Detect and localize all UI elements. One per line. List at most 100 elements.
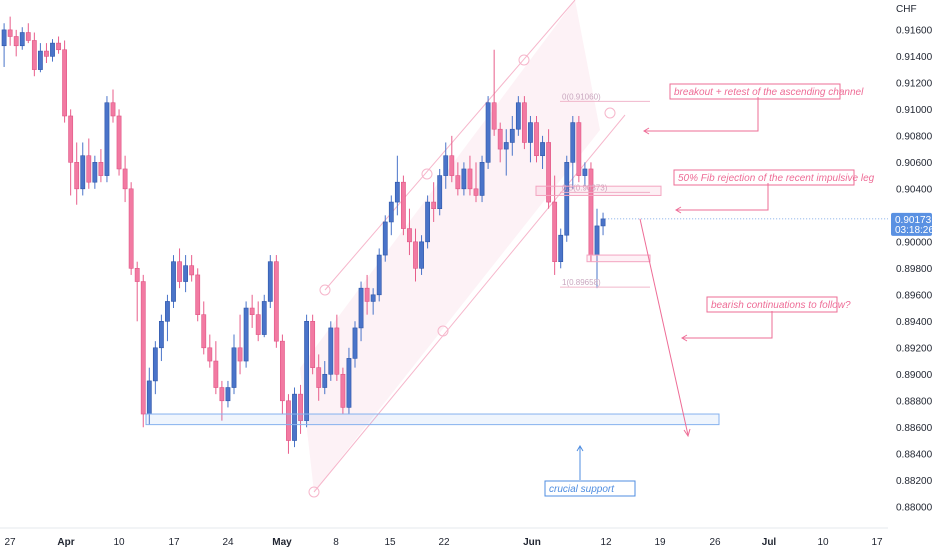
candle[interactable] xyxy=(467,155,473,196)
candle[interactable] xyxy=(128,182,134,275)
candle[interactable] xyxy=(346,347,352,415)
candle[interactable] xyxy=(189,255,195,282)
candle[interactable] xyxy=(80,142,86,196)
candle[interactable] xyxy=(255,301,261,342)
candle[interactable] xyxy=(152,341,158,395)
candle[interactable] xyxy=(68,109,74,196)
candle[interactable] xyxy=(195,268,201,322)
candle[interactable] xyxy=(400,175,406,236)
candle[interactable] xyxy=(509,115,515,156)
candle[interactable] xyxy=(116,109,122,176)
candle[interactable] xyxy=(261,294,267,338)
candle[interactable] xyxy=(44,43,49,63)
candle[interactable] xyxy=(491,49,497,136)
candle[interactable] xyxy=(92,155,98,189)
candle[interactable] xyxy=(249,294,255,328)
candle[interactable] xyxy=(140,274,146,428)
candle[interactable] xyxy=(279,334,285,415)
candle[interactable] xyxy=(528,115,533,163)
candle[interactable] xyxy=(31,32,37,77)
candle[interactable] xyxy=(183,255,188,293)
candle[interactable] xyxy=(479,155,485,203)
candle[interactable] xyxy=(388,195,394,236)
candle[interactable] xyxy=(570,115,576,189)
candle[interactable] xyxy=(352,321,358,368)
candle[interactable] xyxy=(534,115,539,163)
candle[interactable] xyxy=(86,138,92,189)
candle[interactable] xyxy=(104,96,110,183)
candle[interactable] xyxy=(594,208,600,289)
candle[interactable] xyxy=(159,314,164,362)
candle[interactable] xyxy=(461,162,467,196)
candle[interactable] xyxy=(50,39,55,62)
candle[interactable] xyxy=(98,149,104,183)
candle[interactable] xyxy=(340,367,346,415)
candle[interactable] xyxy=(552,175,558,275)
candle[interactable] xyxy=(364,274,370,315)
candle[interactable] xyxy=(177,248,182,289)
candle[interactable] xyxy=(298,384,303,434)
candle[interactable] xyxy=(165,294,170,342)
candle[interactable] xyxy=(473,162,479,203)
candle[interactable] xyxy=(600,212,606,236)
candle[interactable] xyxy=(237,314,243,375)
candle[interactable] xyxy=(62,40,67,123)
bearish-candle-body xyxy=(455,175,461,190)
candle[interactable] xyxy=(110,89,116,123)
candle[interactable] xyxy=(122,155,128,203)
candle[interactable] xyxy=(231,334,237,395)
candle[interactable] xyxy=(376,248,382,302)
candle[interactable] xyxy=(134,261,140,322)
candle[interactable] xyxy=(292,387,297,448)
candle[interactable] xyxy=(358,281,364,342)
candle[interactable] xyxy=(407,208,412,256)
candle[interactable] xyxy=(449,135,455,183)
candle[interactable] xyxy=(25,23,31,44)
candle[interactable] xyxy=(328,321,334,381)
candle[interactable] xyxy=(322,361,328,395)
candle[interactable] xyxy=(304,314,309,428)
candle[interactable] xyxy=(19,27,25,50)
candle[interactable] xyxy=(225,380,231,408)
candle[interactable] xyxy=(485,96,491,169)
candle[interactable] xyxy=(316,354,322,401)
candle[interactable] xyxy=(394,155,400,216)
candle[interactable] xyxy=(267,255,273,309)
candle[interactable] xyxy=(207,334,213,368)
candle[interactable] xyxy=(310,314,316,375)
candle[interactable] xyxy=(201,301,207,355)
candle[interactable] xyxy=(540,135,545,169)
candle[interactable] xyxy=(1,23,7,67)
candle[interactable] xyxy=(455,162,461,196)
candle[interactable] xyxy=(425,195,430,249)
candle[interactable] xyxy=(171,255,176,309)
candle[interactable] xyxy=(576,115,582,183)
candle[interactable] xyxy=(37,43,43,73)
candles-layer[interactable] xyxy=(1,16,606,454)
candle[interactable] xyxy=(503,129,509,176)
candle[interactable] xyxy=(497,122,503,163)
candle[interactable] xyxy=(582,162,588,187)
candle[interactable] xyxy=(443,142,449,189)
candle[interactable] xyxy=(56,36,61,54)
candle[interactable] xyxy=(564,155,570,242)
candle[interactable] xyxy=(588,162,594,262)
candle[interactable] xyxy=(437,168,443,216)
candle[interactable] xyxy=(74,142,80,205)
candle[interactable] xyxy=(521,96,527,150)
candle[interactable] xyxy=(413,228,418,282)
candle[interactable] xyxy=(419,235,424,275)
candle[interactable] xyxy=(286,394,291,454)
candle[interactable] xyxy=(7,16,13,46)
candle[interactable] xyxy=(213,341,219,395)
candle[interactable] xyxy=(334,314,340,381)
candle[interactable] xyxy=(558,228,564,269)
candle[interactable] xyxy=(431,182,437,222)
candle[interactable] xyxy=(382,215,388,262)
candle[interactable] xyxy=(370,288,376,315)
candle[interactable] xyxy=(515,96,521,136)
candle[interactable] xyxy=(13,29,19,57)
candle[interactable] xyxy=(273,255,279,348)
candle[interactable] xyxy=(243,301,249,368)
